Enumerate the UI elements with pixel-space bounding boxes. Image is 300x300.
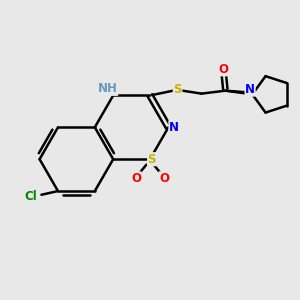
Text: Cl: Cl xyxy=(24,190,37,203)
Text: O: O xyxy=(219,63,229,76)
Text: O: O xyxy=(219,63,229,76)
Text: N: N xyxy=(245,83,255,96)
Text: O: O xyxy=(159,172,169,185)
Text: N: N xyxy=(245,83,255,96)
Text: S: S xyxy=(173,83,182,96)
Text: S: S xyxy=(148,153,156,166)
Text: NH: NH xyxy=(98,82,118,95)
Text: O: O xyxy=(131,172,141,185)
Text: N: N xyxy=(169,121,179,134)
Text: N: N xyxy=(169,121,179,134)
Text: N: N xyxy=(244,85,254,98)
Text: O: O xyxy=(131,172,141,185)
Text: NH: NH xyxy=(98,82,118,95)
Text: S: S xyxy=(148,153,156,166)
Text: O: O xyxy=(159,172,169,185)
Text: Cl: Cl xyxy=(24,190,37,203)
Text: S: S xyxy=(173,83,182,96)
